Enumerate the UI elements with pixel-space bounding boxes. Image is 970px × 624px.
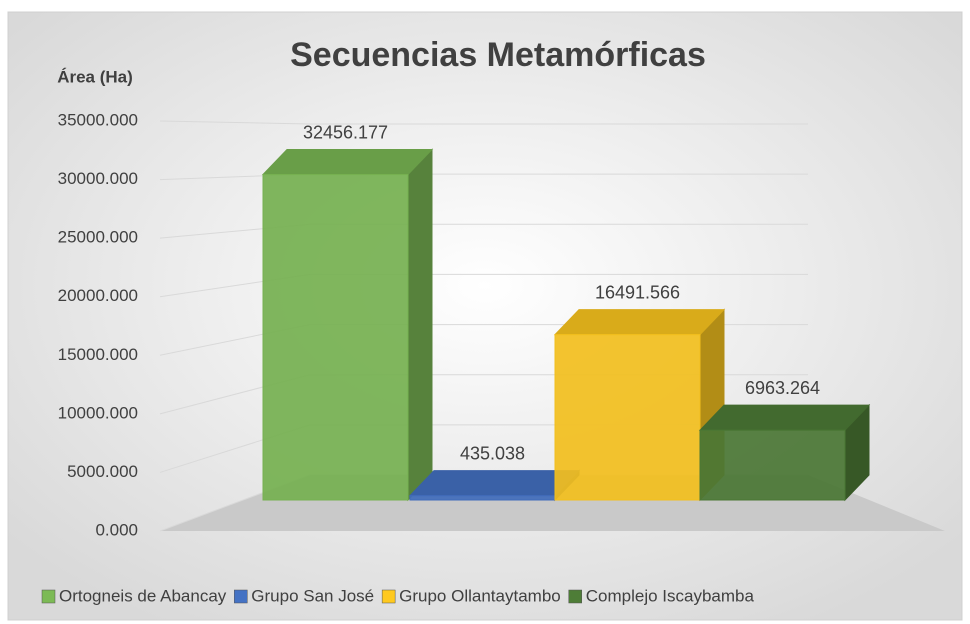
y-tick-label: 20000.000 [58,286,138,305]
bar [262,174,409,501]
legend-swatch [381,589,396,604]
y-tick-label: 15000.000 [58,345,138,364]
legend-label: Grupo Ollantaytambo [399,586,561,605]
legend-label: Grupo San José [251,586,374,605]
bar [699,429,846,501]
legend-label: Ortogneis de Abancay [59,586,227,605]
y-tick-label: 25000.000 [58,228,138,247]
chart-title: Secuencias Metamórficas [290,36,706,74]
legend-swatch [41,589,56,604]
bar [554,334,701,501]
y-tick-label: 10000.000 [58,403,138,422]
data-label: 6963.264 [745,378,820,398]
y-axis-label: Área (Ha) [57,67,133,86]
y-tick-label: 30000.000 [58,169,138,188]
data-label: 32456.177 [303,122,388,142]
bar-top [261,149,434,176]
y-tick-label: 35000.000 [58,110,138,129]
bar-side [407,148,433,502]
y-tick-label: 5000.000 [67,462,138,481]
grid-line [159,120,808,125]
legend-swatch [568,589,582,604]
y-tick-label: 0.000 [95,520,138,539]
data-label: 16491.566 [595,282,680,302]
bar-top [698,404,871,431]
bar [409,495,556,501]
data-label: 435.038 [460,443,525,463]
legend-swatch [234,589,248,604]
bar-top [553,309,726,336]
bar-top [408,470,581,497]
legend-label: Complejo Iscaybamba [586,586,755,605]
